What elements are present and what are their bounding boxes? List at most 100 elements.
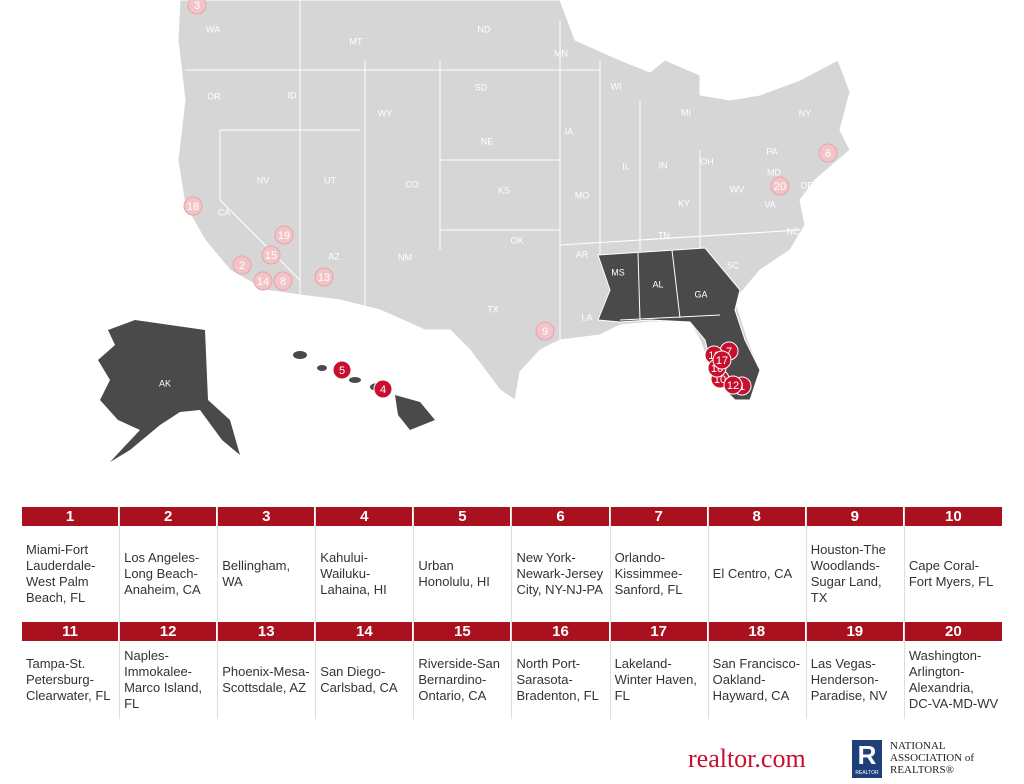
rank-header: 10	[904, 507, 1003, 526]
rank-header: 17	[610, 622, 708, 641]
table-cell: 17 Lakeland-Winter Haven, FL	[610, 622, 709, 719]
state-label: LA	[581, 312, 592, 322]
metro-name: Miami-Fort Lauderdale-West Palm Beach, F…	[26, 542, 96, 605]
marker	[314, 267, 334, 287]
state-label: MD	[767, 167, 781, 177]
nar-badge-text: REALTOR	[855, 770, 879, 776]
state-label: UT	[324, 175, 336, 185]
state-label: OH	[700, 156, 714, 166]
rank-header: 12	[120, 622, 218, 641]
table-cell: 5 Urban Honolulu, HI	[414, 507, 513, 622]
marker	[273, 271, 293, 291]
marker-label: 9	[542, 326, 548, 338]
state-label: NE	[481, 136, 494, 146]
table-cell: 19 Las Vegas-Henderson-Paradise, NV	[806, 622, 905, 719]
marker-label: 6	[825, 148, 831, 160]
map: WA MT ND MN OR ID SD WI MI NY WY IA NE PA NV UT CO IL IN OH…	[98, 0, 851, 462]
state-label: CA	[218, 207, 231, 217]
metro-name: Los Angeles-Long Beach-Anaheim, CA	[124, 550, 201, 597]
marker-label: 2	[239, 260, 245, 272]
marker	[253, 271, 273, 291]
table-cell: 1 Miami-Fort Lauderdale-West Palm Beach, …	[22, 507, 121, 622]
state-label: WV	[730, 184, 745, 194]
state-label: MT	[350, 36, 363, 46]
rank-header: 8	[708, 507, 806, 526]
marker-label: 4	[380, 384, 386, 396]
state-label: OK	[510, 235, 523, 245]
table-cell: 2 Los Angeles-Long Beach-Anaheim, CA	[120, 507, 219, 622]
marker	[332, 360, 352, 380]
state-label: NV	[257, 175, 270, 185]
state-label: IN	[659, 160, 668, 170]
marker	[712, 350, 732, 370]
rank-header: 7	[610, 507, 708, 526]
rank-header: 13	[218, 622, 316, 641]
marker-label: 14	[257, 276, 269, 288]
state-label: NC	[787, 226, 800, 236]
metro-name: New York-Newark-Jersey City, NY-NJ-PA	[516, 550, 604, 597]
metro-name: Washington-Arlington-Alexandria, DC-VA-M…	[908, 648, 999, 711]
nar-badge: R REALTOR	[852, 740, 882, 778]
nar-line: ASSOCIATION of	[890, 752, 975, 764]
marker-label: 17	[716, 355, 728, 367]
nar-name: NATIONAL ASSOCIATION of REALTORS®	[890, 740, 974, 776]
state-label: TX	[487, 304, 499, 314]
rank-header: 4	[316, 507, 414, 526]
marker	[274, 225, 294, 245]
rank-header: 14	[316, 622, 414, 641]
marker	[723, 375, 743, 395]
table-cell: 15 Riverside-San Bernardino-Ontario, CA	[414, 622, 513, 719]
table-cell: 20 Washington-Arlington-Alexandria, DC-VA…	[904, 622, 1003, 719]
state-label: CO	[405, 179, 419, 189]
state-label: KY	[678, 198, 690, 208]
rank-header: 6	[512, 507, 610, 526]
state-label: AZ	[328, 251, 340, 261]
rank-header: 1	[22, 507, 120, 526]
metro-name: Las Vegas-Henderson-Paradise, NV	[810, 656, 888, 703]
table-cell: 12 Naples-Immokalee-Marco Island, FL	[120, 622, 219, 719]
state-label: ID	[288, 90, 298, 100]
marker-label: 12	[727, 380, 739, 392]
state-label: WY	[378, 108, 393, 118]
table-cell: 10 Cape Coral-Fort Myers, FL	[904, 507, 1003, 622]
metro-name: Phoenix-Mesa-Scottsdale, AZ	[222, 664, 310, 695]
rank-header: 20	[904, 622, 1003, 641]
metro-name: Kahului-Wailuku-Lahaina, HI	[320, 550, 387, 597]
marker	[187, 0, 207, 15]
table-cell: 8 El Centro, CA	[708, 507, 807, 622]
state-label: NM	[398, 252, 412, 262]
rank-header: 18	[708, 622, 806, 641]
rank-header: 19	[806, 622, 904, 641]
table-cell: 6 New York-Newark-Jersey City, NY-NJ-PA	[512, 507, 611, 622]
marker-label: 20	[774, 181, 786, 193]
state-label: IA	[565, 126, 574, 136]
marker-label: 8	[280, 276, 286, 288]
marker-label: 15	[265, 250, 277, 262]
table-cell: 14 San Diego-Carlsbad, CA	[316, 622, 415, 719]
state-label: MO	[575, 190, 590, 200]
state-label: MS	[611, 267, 625, 277]
table-row-2: 11 Tampa-St. Petersburg-Clearwater, FL 12 N…	[22, 622, 1003, 719]
metro-name: San Diego-Carlsbad, CA	[320, 664, 398, 695]
state-label: MN	[554, 48, 568, 58]
table-cell: 18 San Francisco-Oakland-Hayward, CA	[708, 622, 807, 719]
realtor-logo: realtor.com	[688, 744, 806, 773]
metro-name: Lakeland-Winter Haven, FL	[614, 656, 697, 703]
state-label: VA	[764, 199, 775, 209]
metro-name: Bellingham, WA	[222, 558, 291, 589]
marker-label: 7	[726, 346, 732, 358]
state-label: SC	[727, 260, 740, 270]
nar-line: REALTORS®	[890, 764, 954, 776]
state-label: AL	[652, 279, 663, 289]
metro-name: Naples-Immokalee-Marco Island, FL	[124, 648, 203, 711]
state-label: ND	[478, 24, 491, 34]
state-label: TN	[658, 230, 670, 240]
table-row-1: 1 Miami-Fort Lauderdale-West Palm Beach, …	[22, 507, 1003, 622]
state-borders	[185, 0, 801, 340]
state-label: SD	[475, 82, 488, 92]
state-label: IL	[622, 161, 630, 171]
state-label: MI	[681, 107, 691, 117]
table-cell: 13 Phoenix-Mesa-Scottsdale, AZ	[218, 622, 317, 719]
marker-label: 18	[187, 201, 199, 213]
